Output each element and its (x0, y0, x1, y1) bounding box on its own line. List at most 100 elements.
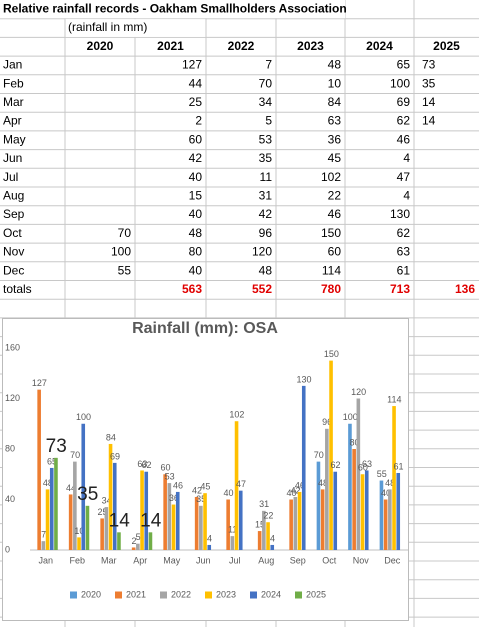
bar (392, 406, 396, 550)
cell-value: 15 (189, 189, 203, 203)
data-label: 47 (236, 479, 246, 489)
cell-value: 63 (397, 245, 411, 259)
x-tick-label: Jun (196, 555, 211, 565)
x-tick-label: May (163, 555, 181, 565)
cell-value: 53 (259, 132, 273, 146)
sheet-title: Relative rainfall records - Oakham Small… (3, 2, 347, 16)
bar (37, 389, 41, 550)
bar (108, 443, 113, 550)
bar (41, 541, 46, 550)
cell-value: 136 (455, 282, 475, 296)
data-label: 40 (286, 488, 296, 498)
legend-marker (70, 591, 77, 599)
bar (270, 544, 275, 550)
x-tick-label: Sep (290, 555, 306, 565)
cell-value: 150 (321, 226, 341, 240)
bar (100, 518, 104, 550)
cell-value: 69 (397, 95, 411, 109)
data-label: 15 (255, 519, 265, 529)
data-label: 61 (394, 461, 404, 471)
data-label: 150 (324, 349, 339, 359)
bar (297, 491, 302, 550)
bar (396, 472, 401, 550)
bar (329, 360, 333, 550)
bar (356, 398, 361, 550)
data-label: 31 (259, 499, 269, 509)
legend-label: 2025 (306, 589, 326, 599)
data-label: 63 (137, 459, 147, 469)
bar (289, 499, 293, 550)
data-label: 14 (140, 510, 162, 531)
cell-value: 114 (322, 263, 341, 277)
legend-marker (250, 591, 257, 599)
x-tick-label: Dec (384, 555, 401, 565)
bar (316, 461, 321, 550)
data-label: 100 (76, 412, 91, 422)
bar (140, 470, 144, 550)
bar (333, 471, 338, 550)
data-label: 60 (160, 463, 170, 473)
cell-value: 62 (397, 226, 411, 240)
legend-label: 2021 (126, 589, 146, 599)
cell-value: 62 (397, 114, 411, 128)
column-header: 2021 (157, 39, 184, 53)
bar (207, 544, 212, 550)
data-label: 46 (173, 480, 183, 490)
data-label: 48 (385, 478, 395, 488)
data-label: 46 (295, 480, 305, 490)
cell-value: 65 (397, 58, 411, 72)
bar (85, 505, 90, 550)
cell-value: 47 (397, 170, 411, 184)
row-label: totals (3, 282, 32, 296)
bar (388, 489, 392, 550)
cell-value: 127 (182, 58, 202, 72)
data-label: 130 (297, 374, 312, 384)
cell-value: 40 (189, 207, 203, 221)
cell-value: 36 (328, 132, 342, 146)
bar (348, 423, 352, 550)
bar (45, 489, 50, 550)
bar (199, 505, 203, 550)
cell-value: 34 (259, 95, 273, 109)
bar (226, 499, 230, 550)
cell-value: 44 (189, 76, 203, 90)
cell-value: 5 (265, 114, 272, 128)
bar (68, 494, 73, 550)
bar (364, 470, 369, 550)
cell-value: 80 (189, 245, 203, 259)
cell-value: 35 (422, 76, 436, 90)
chart-frame (2, 318, 409, 621)
cell-value: 130 (390, 207, 410, 221)
cell-value: 55 (118, 263, 132, 277)
legend-marker (295, 591, 302, 599)
legend-label: 2023 (216, 589, 236, 599)
x-tick-label: Jan (38, 555, 53, 565)
data-label: 65 (47, 456, 57, 466)
bar (112, 462, 117, 550)
column-header: 2022 (228, 39, 255, 53)
cell-value: 61 (397, 263, 411, 277)
bar (104, 507, 109, 550)
data-label: 70 (70, 450, 80, 460)
data-label: 62 (331, 460, 341, 470)
data-label: 73 (46, 436, 67, 457)
data-label: 80 (349, 437, 359, 447)
data-label: 25 (97, 507, 107, 517)
bar (266, 522, 270, 550)
data-label: 96 (322, 417, 332, 427)
bar (73, 461, 77, 550)
bar (262, 510, 266, 550)
x-tick-label: Aug (258, 555, 274, 565)
cell-value: 63 (328, 114, 342, 128)
bar (54, 457, 58, 550)
bar (117, 532, 121, 550)
data-label: 60 (358, 463, 368, 473)
cell-value: 780 (321, 282, 341, 296)
cell-value: 552 (252, 282, 272, 296)
data-label: 84 (106, 432, 116, 442)
bar (257, 531, 262, 550)
cell-value: 70 (259, 76, 273, 90)
data-label: 55 (377, 469, 387, 479)
row-label: Jul (3, 170, 18, 184)
